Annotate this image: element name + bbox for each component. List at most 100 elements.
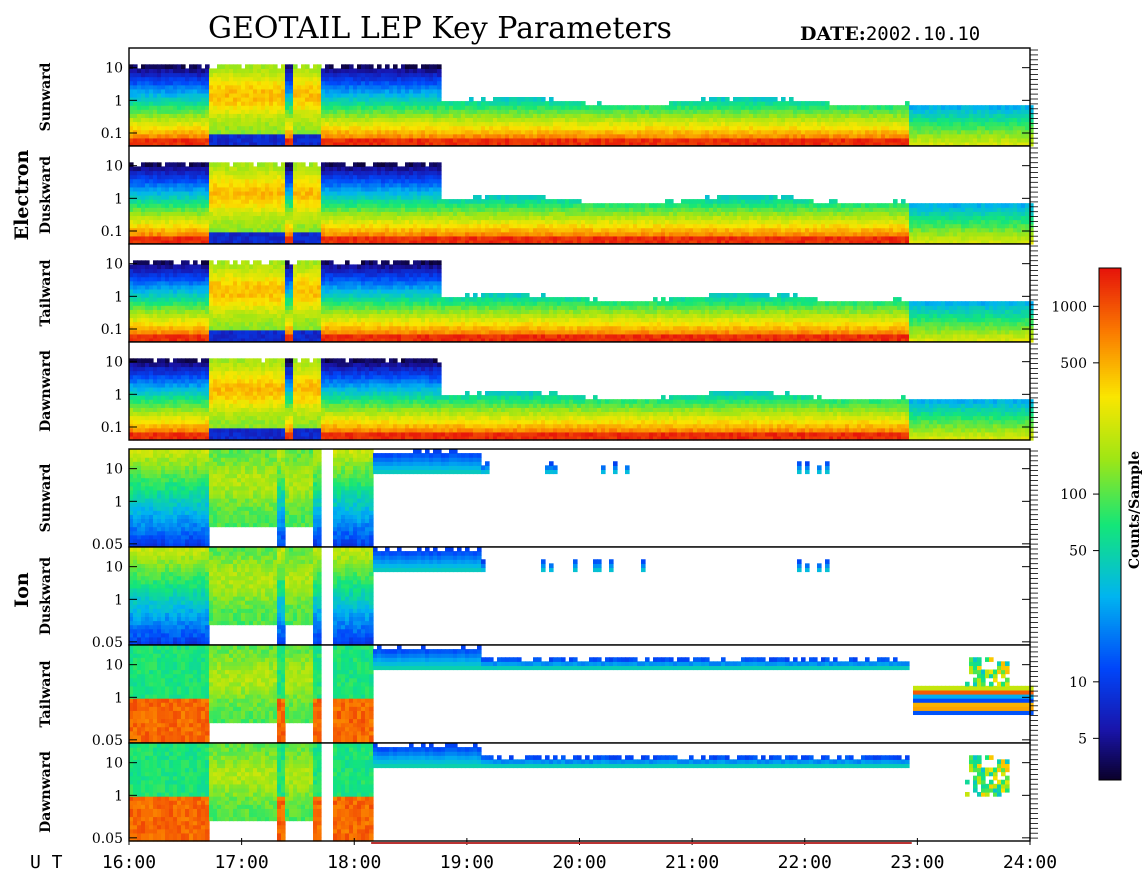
heat-cell: [149, 129, 154, 135]
heat-cell: [413, 109, 418, 114]
heat-cell: [265, 215, 270, 221]
heat-cell: [805, 109, 810, 114]
heat-cell: [209, 178, 214, 184]
heat-cell: [345, 199, 350, 204]
heat-cell: [777, 101, 782, 106]
heat-cell: [377, 235, 382, 241]
heat-cell: [361, 105, 366, 110]
heat-cell: [333, 239, 338, 245]
heat-cell: [341, 68, 346, 74]
heat-cell: [785, 105, 790, 110]
heat-cell: [197, 190, 202, 196]
heat-cell: [317, 88, 322, 94]
heat-cell: [161, 97, 166, 102]
heat-cell: [769, 113, 774, 119]
heat-cell: [281, 239, 286, 245]
heat-cell: [261, 203, 266, 208]
heat-cell: [513, 227, 518, 233]
heat-cell: [805, 141, 810, 147]
heat-cell: [405, 101, 410, 106]
heat-cell: [545, 129, 550, 135]
heat-cell: [193, 101, 198, 106]
heat-cell: [589, 113, 594, 119]
heat-cell: [377, 178, 382, 184]
heat-cell: [697, 117, 702, 123]
heat-cell: [145, 101, 150, 106]
heat-cell: [465, 121, 470, 127]
heat-cell: [157, 166, 162, 172]
heat-cell: [557, 137, 562, 143]
heat-cell: [253, 101, 258, 106]
heat-cell: [421, 190, 426, 196]
heat-cell: [149, 227, 154, 233]
heat-cell: [761, 121, 766, 127]
heat-cell: [365, 166, 370, 172]
heat-cell: [129, 166, 134, 172]
heat-cell: [353, 141, 358, 147]
heat-cell: [137, 203, 142, 208]
heat-cell: [469, 235, 474, 241]
heat-cell: [273, 137, 278, 143]
heat-cell: [309, 76, 314, 82]
heat-cell: [1025, 133, 1030, 139]
heat-cell: [385, 186, 390, 192]
heat-cell: [669, 137, 674, 143]
heat-cell: [161, 84, 166, 90]
heat-cell: [637, 113, 642, 119]
heat-cell: [373, 215, 378, 221]
heat-cell: [665, 121, 670, 127]
heat-cell: [549, 137, 554, 143]
heat-cell: [209, 211, 214, 217]
heat-cell: [421, 203, 426, 208]
heat-cell: [345, 137, 350, 143]
heat-cell: [561, 133, 566, 139]
heat-cell: [425, 227, 430, 233]
heat-cell: [505, 137, 510, 143]
heat-cell: [409, 141, 414, 147]
heat-cell: [773, 101, 778, 106]
heat-cell: [717, 105, 722, 110]
heat-cell: [405, 219, 410, 225]
heat-cell: [433, 227, 438, 233]
heat-cell: [145, 76, 150, 82]
heat-cell: [221, 84, 226, 90]
heat-cell: [257, 182, 262, 188]
heat-cell: [845, 125, 850, 131]
heat-cell: [341, 239, 346, 245]
heat-cell: [145, 223, 150, 229]
heat-cell: [657, 109, 662, 114]
heat-cell: [149, 101, 154, 106]
heat-cell: [169, 166, 174, 172]
heat-cell: [597, 121, 602, 127]
heat-cell: [249, 109, 254, 114]
heat-cell: [193, 137, 198, 143]
heat-cell: [389, 113, 394, 119]
heat-cell: [301, 109, 306, 114]
heat-cell: [321, 109, 326, 114]
heat-cell: [421, 113, 426, 119]
heat-cell: [317, 125, 322, 131]
heat-cell: [205, 80, 210, 86]
heat-cell: [301, 174, 306, 180]
heat-cell: [165, 223, 170, 229]
heat-cell: [269, 190, 274, 196]
heat-cell: [329, 101, 334, 106]
heat-cell: [225, 137, 230, 143]
heat-cell: [429, 231, 434, 237]
heat-cell: [657, 133, 662, 139]
heat-cell: [449, 129, 454, 135]
heat-cell: [861, 105, 866, 110]
heat-cell: [609, 137, 614, 143]
date-value: 2002.10.10: [866, 23, 980, 45]
heat-cell: [985, 121, 990, 127]
heat-cell: [301, 133, 306, 139]
heat-cell: [353, 190, 358, 196]
heat-cell: [405, 211, 410, 217]
heat-cell: [297, 162, 302, 168]
heat-cell: [473, 121, 478, 127]
heat-cell: [477, 215, 482, 221]
heat-cell: [429, 125, 434, 131]
heat-cell: [301, 223, 306, 229]
heat-cell: [393, 72, 398, 78]
heat-cell: [389, 227, 394, 233]
